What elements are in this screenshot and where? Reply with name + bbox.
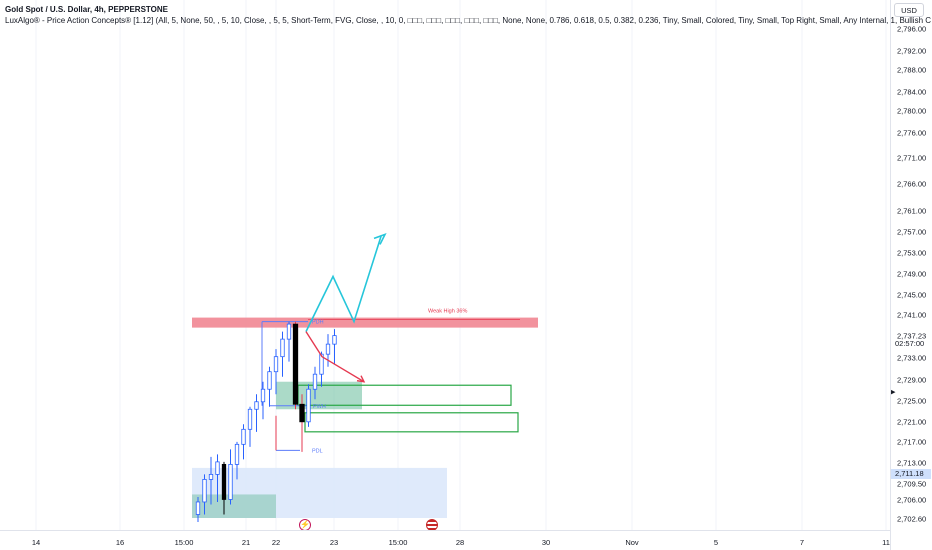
price-tick: 2,745.00	[897, 290, 927, 300]
candle-body-5	[228, 463, 233, 500]
price-tick: 2,796.00	[897, 24, 927, 34]
time-tick: 15:00	[388, 538, 408, 547]
pdl-label: PDL	[312, 448, 323, 454]
pwh-label: PWH	[313, 404, 326, 410]
price-tick: 2,702.60	[897, 514, 927, 524]
time-tick: 14	[31, 538, 41, 547]
price-chart[interactable]: PDH PWH PDL Weak High 36%	[0, 0, 890, 530]
candle-body-2	[208, 474, 214, 480]
price-tick: 2,725.00	[897, 396, 927, 406]
chart-area[interactable]: PDH PWH PDL Weak High 36% Gold Spot / U.S. …	[0, 0, 931, 531]
time-tick: 21	[241, 538, 251, 547]
candle-body-14	[286, 323, 292, 340]
candle-body-3	[215, 461, 220, 475]
candle-body-0	[195, 501, 201, 515]
time-tick: 15:00	[174, 538, 194, 547]
time-tick: 28	[455, 538, 465, 547]
price-tick: 2,749.00	[897, 269, 927, 279]
price-tick: 2,757.00	[897, 227, 927, 237]
candle-body-19	[319, 353, 324, 375]
price-tick: 2,771.00	[897, 153, 927, 163]
time-tick: 5	[713, 538, 719, 547]
price-scale[interactable]: 2,796.00 2,792.00 2,788.00 2,784.00 2,780.00…	[890, 0, 932, 550]
candle-body-20	[325, 343, 331, 355]
price-tick: 2,784.00	[897, 87, 927, 97]
candle-body-6	[234, 443, 240, 465]
candle-body-15	[292, 323, 299, 405]
zone-resistance	[192, 317, 538, 328]
price-tick: 2,788.00	[897, 65, 927, 75]
price-tick: 2,776.00	[897, 128, 927, 138]
zone-demand	[192, 467, 447, 518]
candle-body-16	[299, 403, 305, 423]
current-price-label: 2,711.18	[891, 469, 931, 479]
projection-down-path	[305, 331, 365, 383]
projection-up-arrowhead	[373, 232, 387, 245]
price-tick: 2,766.00	[897, 179, 927, 189]
time-tick: Nov	[625, 538, 639, 547]
candle-body-10	[260, 388, 266, 403]
candle-body-11	[267, 371, 272, 390]
price-tick: 2,706.00	[897, 495, 927, 505]
candle-body-9	[254, 401, 259, 410]
time-tick: 11	[882, 538, 890, 547]
price-tick: 2,780.00	[897, 106, 927, 116]
price-tick: 2,741.00	[897, 310, 927, 320]
candle-body-17	[306, 388, 311, 423]
price-tick: 2,761.00	[897, 206, 927, 216]
price-tick: 2,737.23	[897, 331, 927, 341]
price-tick: 2,729.00	[897, 375, 927, 385]
price-tick: 2,733.00	[897, 353, 927, 363]
zone-fvg-lower	[304, 412, 519, 433]
time-tick: 30	[541, 538, 551, 547]
price-tick: 2,721.00	[897, 417, 927, 427]
candle-body-18	[312, 373, 318, 390]
candle-countdown-label: 02:57:00	[895, 339, 925, 348]
weak-high-label: Weak High 36%	[428, 309, 467, 315]
time-tick: 7	[799, 538, 805, 547]
projection-up-path	[305, 236, 382, 332]
indicator-legend[interactable]: LuxAlgo® - Price Action Concepts® [1.12]…	[5, 16, 932, 25]
price-tick: 2,709.50	[897, 479, 927, 489]
time-tick: 22	[271, 538, 281, 547]
projection-down-arrowhead	[356, 375, 366, 383]
candle-body-13	[280, 338, 285, 358]
candle-body-21	[332, 335, 337, 345]
price-tick: 2,792.00	[897, 46, 927, 56]
pdh-label: PDH	[312, 320, 324, 326]
price-tick: 2,753.00	[897, 248, 927, 258]
candle-body-12	[273, 356, 279, 373]
candle-body-4	[221, 463, 227, 500]
candle-body-7	[241, 428, 246, 445]
currency-button[interactable]: USD	[894, 3, 924, 17]
zone-demand-ob	[192, 494, 276, 518]
symbol-title[interactable]: Gold Spot / U.S. Dollar, 4h, PEPPERSTONE	[5, 5, 168, 14]
candle-body-1	[202, 479, 207, 503]
price-tick: 2,713.00	[897, 458, 927, 468]
price-tick: 2,717.00	[897, 437, 927, 447]
candle-body-8	[247, 408, 253, 430]
time-tick: 16	[115, 538, 125, 547]
time-scale[interactable]: 14 16 15:00 21 22 23 15:00 28 30 Nov 5 7 11	[0, 530, 890, 550]
scroll-to-price-icon[interactable]: ▸	[891, 386, 896, 397]
time-tick: 23	[329, 538, 339, 547]
